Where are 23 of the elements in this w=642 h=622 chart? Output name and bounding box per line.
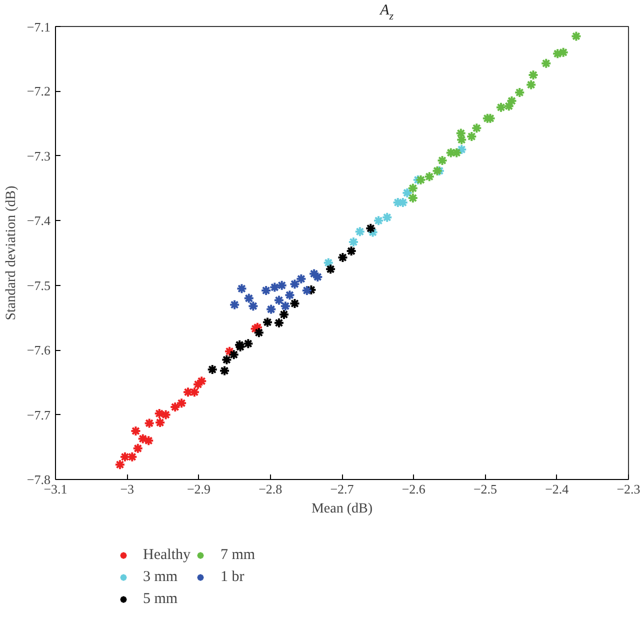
x-tick-label: −2.9 [186,482,211,496]
x-tick-label: −2.4 [545,482,570,496]
x-tick-label: −3 [120,482,134,496]
legend-label: 1 br [220,568,244,586]
x-tick-label: −2.7 [330,482,354,496]
y-tick-label: −7.1 [26,20,51,34]
y-axis-title: Standard deviation (dB) [4,185,19,320]
y-tick-label: −7.4 [26,213,51,228]
y-tick-label: −7.6 [26,342,51,358]
x-tick-label: −2.5 [473,482,498,496]
legend-label: Healthy [143,546,190,564]
y-tick-label: −7.8 [26,472,51,487]
y-tick-label: −7.3 [26,148,51,164]
y-tick-label: −7.5 [26,278,51,293]
x-axis-title: Mean (dB) [311,502,373,516]
y-tick-label: −7.7 [26,407,51,422]
x-tick-label: −2.8 [258,482,282,496]
legend-label: 7 mm [220,546,256,564]
legend-label: 5 mm [143,590,178,608]
legend-label: 3 mm [143,568,178,586]
x-tick-label: −2.3 [616,482,640,496]
y-tick-label: −7.2 [26,84,51,99]
x-tick-label: −2.6 [402,482,426,496]
